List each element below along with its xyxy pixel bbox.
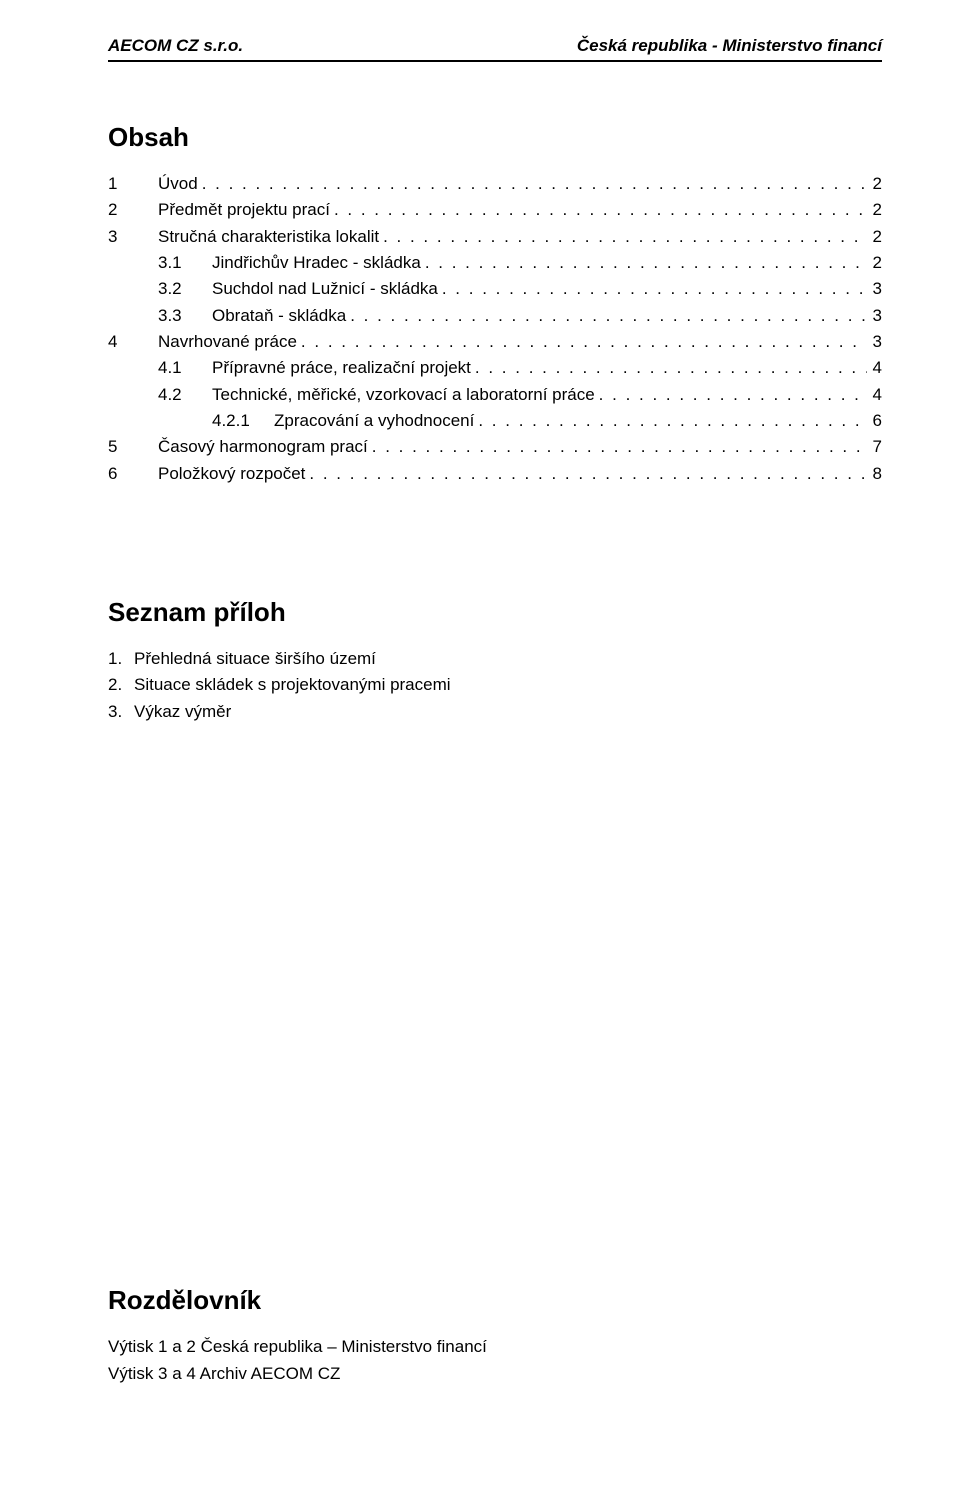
toc-entry-number: 4.2.1 [212, 408, 274, 434]
toc-entry-title: Úvod [158, 171, 202, 197]
appendix-item-text: Výkaz výměr [134, 699, 231, 725]
toc-entry-page: 6 [867, 408, 882, 434]
toc-entry: 6Položkový rozpočet. . . . . . . . . . .… [108, 461, 882, 487]
appendix-item: 3.Výkaz výměr [108, 699, 882, 725]
toc-leader-dots: . . . . . . . . . . . . . . . . . . . . … [425, 250, 867, 276]
appendix-list: 1.Přehledná situace širšího území2.Situa… [108, 646, 882, 725]
toc-entry: 4.1Přípravné práce, realizační projekt. … [108, 355, 882, 381]
distribution-line: Výtisk 1 a 2 Česká republika – Ministers… [108, 1334, 882, 1360]
toc-entry-title: Navrhované práce [158, 329, 301, 355]
toc-entry: 5Časový harmonogram prací. . . . . . . .… [108, 434, 882, 460]
toc-entry: 3Stručná charakteristika lokalit. . . . … [108, 224, 882, 250]
toc-entry-number: 4.1 [158, 355, 212, 381]
toc-entry-page: 7 [867, 434, 882, 460]
toc-leader-dots: . . . . . . . . . . . . . . . . . . . . … [334, 197, 867, 223]
toc-entry: 4.2Technické, měřické, vzorkovací a labo… [108, 382, 882, 408]
toc-entry-page: 3 [867, 303, 882, 329]
toc-entry-number: 2 [108, 197, 158, 223]
toc-leader-dots: . . . . . . . . . . . . . . . . . . . . … [309, 461, 866, 487]
distribution-title: Rozdělovník [108, 1285, 882, 1316]
toc-entry-title: Zpracování a vyhodnocení [274, 408, 478, 434]
toc-title: Obsah [108, 122, 882, 153]
toc-leader-dots: . . . . . . . . . . . . . . . . . . . . … [372, 434, 867, 460]
toc-leader-dots: . . . . . . . . . . . . . . . . . . . . … [301, 329, 867, 355]
toc-entry-page: 2 [867, 197, 882, 223]
distribution-lines: Výtisk 1 a 2 Česká republika – Ministers… [108, 1334, 882, 1387]
appendix-section: Seznam příloh 1.Přehledná situace širšíh… [108, 597, 882, 725]
appendix-title: Seznam příloh [108, 597, 882, 628]
toc-leader-dots: . . . . . . . . . . . . . . . . . . . . … [475, 355, 867, 381]
toc-entry-title: Stručná charakteristika lokalit [158, 224, 383, 250]
page-header: AECOM CZ s.r.o. Česká republika - Minist… [108, 36, 882, 62]
toc-entry-number: 3.3 [158, 303, 212, 329]
toc-entry-page: 3 [867, 329, 882, 355]
toc-entry-number: 1 [108, 171, 158, 197]
toc-entry: 1Úvod. . . . . . . . . . . . . . . . . .… [108, 171, 882, 197]
toc-leader-dots: . . . . . . . . . . . . . . . . . . . . … [202, 171, 867, 197]
toc-entry-title: Jindřichův Hradec - skládka [212, 250, 425, 276]
toc-leader-dots: . . . . . . . . . . . . . . . . . . . . … [599, 382, 867, 408]
toc-entry-page: 3 [867, 276, 882, 302]
appendix-item-number: 2. [108, 672, 134, 698]
toc-entry: 3.3Obrataň - skládka. . . . . . . . . . … [108, 303, 882, 329]
page: AECOM CZ s.r.o. Česká republika - Minist… [0, 0, 960, 1505]
toc-entry-title: Předmět projektu prací [158, 197, 334, 223]
appendix-item-text: Situace skládek s projektovanými pracemi [134, 672, 451, 698]
appendix-item: 2.Situace skládek s projektovanými prace… [108, 672, 882, 698]
toc-entry: 3.2Suchdol nad Lužnicí - skládka. . . . … [108, 276, 882, 302]
toc-leader-dots: . . . . . . . . . . . . . . . . . . . . … [442, 276, 867, 302]
toc-leader-dots: . . . . . . . . . . . . . . . . . . . . … [350, 303, 866, 329]
appendix-item-number: 1. [108, 646, 134, 672]
toc-entry-title: Technické, měřické, vzorkovací a laborat… [212, 382, 599, 408]
appendix-item: 1.Přehledná situace širšího území [108, 646, 882, 672]
table-of-contents: 1Úvod. . . . . . . . . . . . . . . . . .… [108, 171, 882, 487]
toc-entry-number: 3.1 [158, 250, 212, 276]
toc-entry-number: 5 [108, 434, 158, 460]
toc-entry: 3.1Jindřichův Hradec - skládka. . . . . … [108, 250, 882, 276]
toc-entry-title: Položkový rozpočet [158, 461, 309, 487]
toc-entry-number: 3 [108, 224, 158, 250]
header-left: AECOM CZ s.r.o. [108, 36, 243, 56]
toc-leader-dots: . . . . . . . . . . . . . . . . . . . . … [478, 408, 866, 434]
toc-entry: 2Předmět projektu prací. . . . . . . . .… [108, 197, 882, 223]
toc-entry-page: 2 [867, 224, 882, 250]
toc-entry-number: 3.2 [158, 276, 212, 302]
appendix-item-text: Přehledná situace širšího území [134, 646, 376, 672]
distribution-section: Rozdělovník Výtisk 1 a 2 Česká republika… [108, 1285, 882, 1387]
toc-entry-number: 4.2 [158, 382, 212, 408]
toc-entry-page: 4 [867, 355, 882, 381]
toc-entry-title: Přípravné práce, realizační projekt [212, 355, 475, 381]
toc-entry-page: 4 [867, 382, 882, 408]
toc-entry-page: 2 [867, 171, 882, 197]
toc-entry: 4.2.1Zpracování a vyhodnocení. . . . . .… [108, 408, 882, 434]
toc-entry-title: Suchdol nad Lužnicí - skládka [212, 276, 442, 302]
toc-entry-number: 4 [108, 329, 158, 355]
toc-leader-dots: . . . . . . . . . . . . . . . . . . . . … [383, 224, 866, 250]
toc-entry-number: 6 [108, 461, 158, 487]
header-right: Česká republika - Ministerstvo financí [577, 36, 882, 56]
toc-entry-page: 8 [867, 461, 882, 487]
distribution-line: Výtisk 3 a 4 Archiv AECOM CZ [108, 1361, 882, 1387]
toc-entry-page: 2 [867, 250, 882, 276]
appendix-item-number: 3. [108, 699, 134, 725]
toc-entry-title: Obrataň - skládka [212, 303, 350, 329]
toc-entry: 4Navrhované práce. . . . . . . . . . . .… [108, 329, 882, 355]
toc-entry-title: Časový harmonogram prací [158, 434, 372, 460]
